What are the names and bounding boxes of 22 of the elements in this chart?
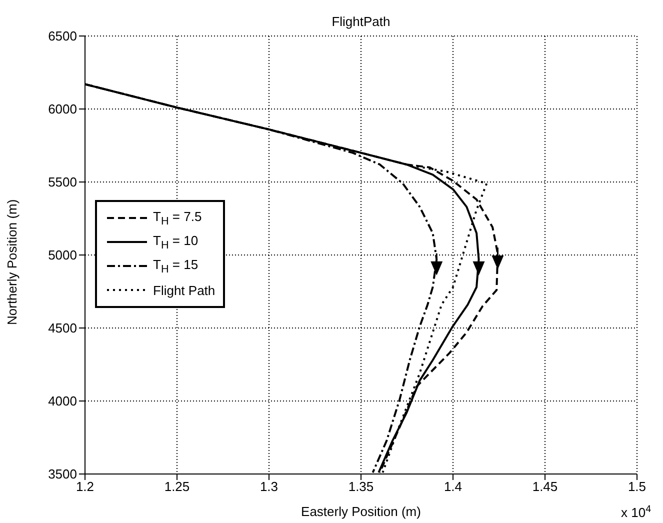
x-tick-label: 1.25 (164, 479, 190, 494)
y-tick-label: 4000 (48, 394, 77, 409)
y-axis-title: Northerly Position (m) (4, 199, 20, 325)
x-tick-label: 1.45 (532, 479, 558, 494)
text: x 10$^{4}$ (620, 504, 652, 520)
legend-label: T$_{H}$ = 15 (153, 256, 198, 276)
x-tick-label: 1.4 (444, 479, 462, 494)
legend-label: T$_{H}$ = 10 (153, 232, 198, 252)
x-tick-label: 1.3 (260, 479, 278, 494)
chart-title: FlightPath (332, 14, 390, 29)
y-tick-label: 5500 (48, 174, 77, 190)
x-axis-title: Easterly Position (m) (301, 504, 421, 519)
y-tick-label: 4500 (48, 320, 77, 336)
y-tick-label: 6500 (48, 28, 77, 44)
x-tick-label: 1.5 (628, 479, 646, 494)
legend-label: Flight Path (153, 282, 216, 298)
x-tick-label: 1.2 (76, 479, 94, 494)
y-tick-label: 6000 (48, 102, 77, 117)
y-tick-label: 5000 (48, 248, 77, 263)
y-tick-label: 3500 (48, 466, 77, 482)
x-tick-label: 1.35 (348, 479, 374, 494)
legend-label: T$_{H}$ = 7.5 (153, 208, 202, 228)
